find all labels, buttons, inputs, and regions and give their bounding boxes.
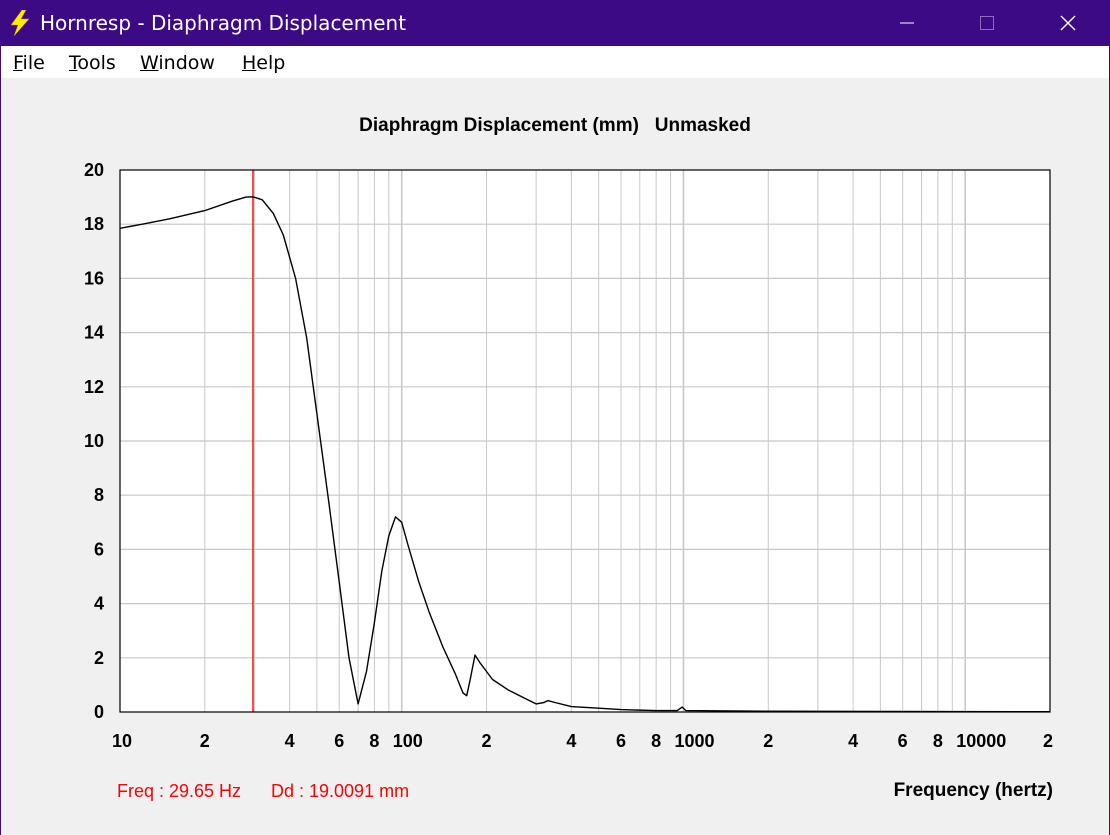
window-frame-left xyxy=(0,46,1,835)
menu-tools-label: ools xyxy=(77,52,116,74)
lightning-bolt-icon xyxy=(10,10,30,36)
y-tick-label: 10 xyxy=(84,431,104,451)
menu-help-label: elp xyxy=(256,52,286,74)
menu-window-label: indow xyxy=(158,52,215,74)
x-tick-label: 2 xyxy=(1043,731,1053,751)
menu-help-accel: H xyxy=(242,52,257,74)
close-button[interactable] xyxy=(1028,0,1108,46)
y-tick-label: 8 xyxy=(94,485,104,505)
menu-file-label: ile xyxy=(22,52,45,74)
menu-window[interactable]: Window xyxy=(140,52,215,74)
x-tick-label: 10 xyxy=(112,731,132,751)
x-tick-label: 6 xyxy=(898,731,908,751)
menu-tools-accel: T xyxy=(69,52,78,74)
displacement-trace xyxy=(119,196,1051,713)
x-tick-label: 4 xyxy=(285,731,295,751)
x-tick-label: 4 xyxy=(848,731,858,751)
plot-frame xyxy=(119,169,1051,713)
x-tick-label: 1000 xyxy=(674,731,714,751)
menu-tools[interactable]: Tools xyxy=(69,52,116,74)
x-tick-label: 8 xyxy=(651,731,661,751)
y-tick-label: 2 xyxy=(94,648,104,668)
x-tick-label: 8 xyxy=(369,731,379,751)
y-tick-label: 16 xyxy=(84,268,104,288)
x-axis-label: Frequency (hertz) xyxy=(893,780,1053,801)
y-tick-label: 4 xyxy=(94,594,104,614)
x-tick-label: 10000 xyxy=(956,731,1006,751)
y-tick-label: 12 xyxy=(84,377,104,397)
y-tick-label: 6 xyxy=(94,539,104,559)
menu-bar: File Tools Window Help xyxy=(1,46,1109,78)
menu-window-accel: W xyxy=(140,52,159,74)
window-title: Hornresp - Diaphragm Displacement xyxy=(40,11,407,35)
minimize-button[interactable] xyxy=(867,0,947,46)
y-tick-label: 20 xyxy=(84,160,104,180)
maximize-button[interactable] xyxy=(947,0,1027,46)
x-tick-label: 8 xyxy=(933,731,943,751)
x-tick-label: 2 xyxy=(482,731,492,751)
title-bar[interactable]: Hornresp - Diaphragm Displacement xyxy=(0,0,1110,46)
menu-file[interactable]: File xyxy=(13,52,45,74)
menu-help[interactable]: Help xyxy=(242,52,285,74)
y-tick-label: 18 xyxy=(84,214,104,234)
displacement-readout: Dd : 19.0091 mm xyxy=(271,781,410,801)
x-tick-label: 4 xyxy=(566,731,576,751)
x-tick-label: 2 xyxy=(763,731,773,751)
y-tick-label: 14 xyxy=(84,323,104,343)
x-tick-label: 100 xyxy=(393,731,423,751)
x-tick-label: 6 xyxy=(334,731,344,751)
x-tick-label: 2 xyxy=(200,731,210,751)
frequency-readout: Freq : 29.65 Hz xyxy=(117,781,242,801)
close-icon xyxy=(1060,15,1076,31)
maximize-icon xyxy=(980,16,994,30)
x-tick-label: 6 xyxy=(616,731,626,751)
chart-title: Diaphragm Displacement (mm) Unmasked xyxy=(359,115,751,136)
menu-file-accel: F xyxy=(13,52,23,74)
minimize-icon xyxy=(900,22,914,24)
y-tick-label: 0 xyxy=(94,702,104,722)
